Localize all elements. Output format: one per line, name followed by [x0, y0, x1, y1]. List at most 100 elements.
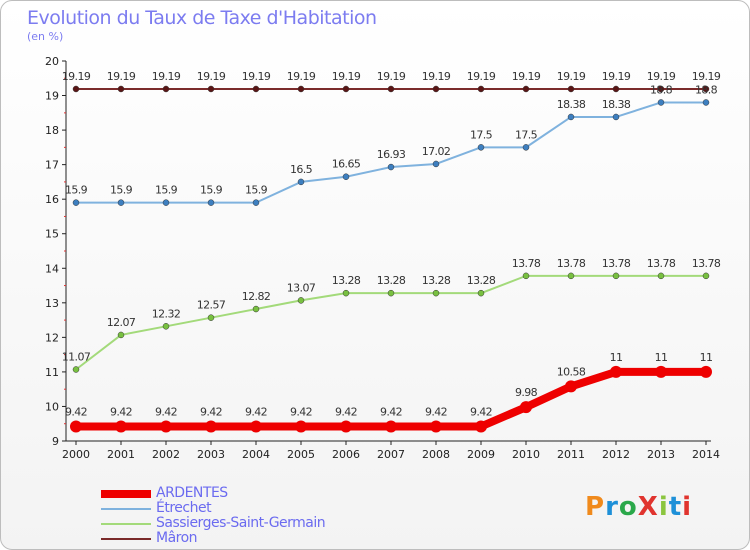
x-tick-label: 2011 — [557, 448, 585, 461]
x-tick-label: 2012 — [602, 448, 630, 461]
data-point-maron — [117, 85, 125, 93]
legend-label-maron: Mâron — [156, 530, 198, 546]
data-point-ardentes — [700, 365, 712, 378]
data-label-sassierges-saint-germain: 13.07 — [287, 281, 316, 294]
legend-label-sassierges: Sassierges-Saint-Germain — [156, 515, 326, 531]
chart-title: Evolution du Taux de Taxe d'Habitation — [27, 7, 377, 29]
data-point-etrechet — [612, 113, 620, 121]
data-label-etrechet: 15.9 — [65, 184, 88, 197]
data-point-maron — [162, 85, 170, 93]
data-point-sassierges-saint-germain — [252, 305, 260, 313]
data-label-maron: 19.19 — [512, 70, 541, 83]
data-point-etrechet — [297, 178, 305, 186]
chart-subtitle: (en %) — [27, 30, 64, 43]
y-tick-label: 20 — [45, 55, 59, 68]
data-point-sassierges-saint-germain — [432, 289, 440, 297]
x-tick-label: 2001 — [107, 448, 135, 461]
data-label-sassierges-saint-germain: 11.07 — [62, 350, 91, 363]
data-label-ardentes: 9.42 — [155, 405, 177, 418]
data-point-sassierges-saint-germain — [207, 314, 215, 321]
x-tick-label: 2006 — [332, 448, 360, 461]
x-tick-label: 2004 — [242, 448, 270, 461]
logo-letter: i — [682, 492, 693, 522]
y-tick-label: 9 — [52, 435, 59, 448]
data-label-maron: 19.19 — [197, 70, 226, 83]
data-label-ardentes: 9.42 — [425, 405, 447, 418]
data-point-ardentes — [160, 420, 172, 433]
data-label-etrechet: 18.8 — [650, 83, 673, 96]
data-point-maron — [342, 85, 350, 93]
data-label-ardentes: 9.42 — [290, 405, 312, 418]
data-point-ardentes — [205, 420, 217, 433]
legend: ARDENTES Étrechet Sassierges-Saint-Germa… — [101, 485, 381, 547]
data-point-ardentes — [115, 420, 127, 433]
y-tick-label: 17 — [45, 159, 59, 172]
data-point-etrechet — [342, 173, 350, 180]
data-label-etrechet: 15.9 — [200, 184, 223, 197]
y-tick-label: 18 — [45, 124, 59, 137]
logo-letter: X — [637, 492, 659, 522]
legend-label-ardentes: ARDENTES — [156, 485, 228, 501]
data-label-etrechet: 16.5 — [290, 163, 313, 176]
data-label-sassierges-saint-germain: 12.32 — [152, 307, 181, 320]
data-point-maron — [567, 85, 575, 93]
data-point-maron — [297, 85, 305, 93]
x-tick-label: 2013 — [647, 448, 675, 461]
data-point-maron — [387, 85, 395, 93]
data-label-sassierges-saint-germain: 13.28 — [377, 274, 406, 287]
data-label-etrechet: 18.8 — [695, 83, 718, 96]
data-point-etrechet — [567, 113, 575, 121]
x-tick-label: 2002 — [152, 448, 180, 461]
x-tick-label: 2014 — [692, 448, 720, 461]
data-label-etrechet: 16.93 — [377, 148, 406, 161]
legend-swatch-etrechet — [101, 508, 151, 510]
legend-item-maron: Mâron — [101, 530, 381, 547]
data-point-etrechet — [432, 160, 440, 168]
data-point-maron — [657, 85, 665, 93]
y-tick-label: 10 — [45, 400, 59, 413]
data-label-maron: 19.19 — [152, 70, 181, 83]
y-tick-label: 15 — [45, 228, 59, 241]
data-point-etrechet — [657, 99, 665, 106]
legend-swatch-ardentes — [101, 490, 151, 498]
data-point-etrechet — [117, 199, 125, 206]
legend-item-ardentes: ARDENTES — [101, 485, 381, 502]
data-label-sassierges-saint-germain: 13.28 — [422, 274, 451, 287]
y-tick-label: 19 — [45, 90, 59, 103]
data-point-sassierges-saint-germain — [657, 272, 665, 280]
data-point-etrechet — [207, 199, 215, 206]
x-tick-label: 2010 — [512, 448, 540, 461]
data-point-sassierges-saint-germain — [72, 366, 80, 373]
data-point-maron — [477, 85, 485, 93]
data-label-ardentes: 11 — [700, 351, 713, 364]
x-tick-label: 2000 — [62, 448, 90, 461]
data-label-sassierges-saint-germain: 13.78 — [512, 257, 541, 270]
data-point-ardentes — [475, 420, 487, 433]
axes: 9 10 11 12 13 14 15 16 17 18 19 20 2000 2001 2002 2003 2… — [45, 55, 720, 461]
data-point-maron — [252, 85, 260, 93]
data-label-ardentes: 9.42 — [65, 405, 87, 418]
legend-swatch-sassierges — [101, 523, 151, 525]
data-label-sassierges-saint-germain: 13.28 — [332, 274, 361, 287]
data-point-sassierges-saint-germain — [117, 331, 125, 339]
logo-letter: t — [668, 492, 683, 522]
data-label-sassierges-saint-germain: 13.78 — [647, 257, 676, 270]
data-point-sassierges-saint-germain — [612, 272, 620, 280]
data-point-sassierges-saint-germain — [522, 272, 530, 280]
x-tick-label: 2003 — [197, 448, 225, 461]
data-label-sassierges-saint-germain: 12.82 — [242, 290, 271, 303]
data-point-sassierges-saint-germain — [387, 289, 395, 297]
data-label-sassierges-saint-germain: 13.78 — [557, 257, 586, 270]
series-layer — [70, 85, 712, 433]
x-tick-label: 2009 — [467, 448, 495, 461]
data-label-ardentes: 10.58 — [557, 365, 586, 378]
data-point-etrechet — [162, 199, 170, 206]
legend-label-etrechet: Étrechet — [156, 500, 212, 516]
data-label-ardentes: 9.42 — [245, 405, 267, 418]
data-point-etrechet — [522, 144, 530, 151]
proxiti-logo: ProXiti — [585, 492, 692, 522]
data-point-ardentes — [295, 420, 307, 433]
data-point-ardentes — [520, 401, 532, 414]
data-label-maron: 19.19 — [107, 70, 136, 83]
